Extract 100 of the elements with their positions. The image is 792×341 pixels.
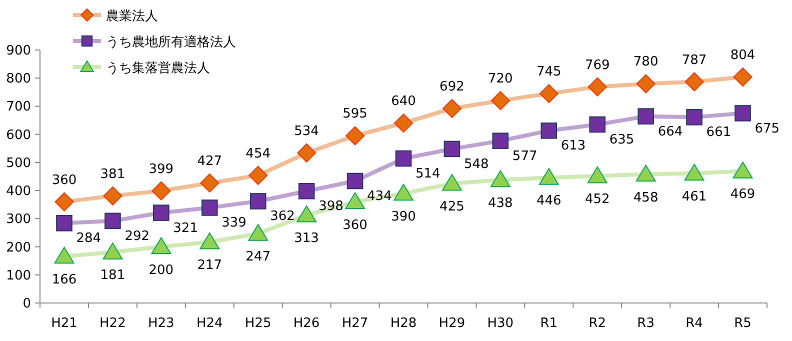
x-tick-label: R2 bbox=[588, 316, 606, 331]
point bbox=[248, 224, 268, 241]
y-tick-label: 500 bbox=[6, 156, 31, 171]
point bbox=[636, 164, 656, 182]
point bbox=[151, 237, 172, 254]
point bbox=[394, 114, 413, 133]
data-label: 200 bbox=[148, 262, 174, 278]
point bbox=[540, 122, 558, 139]
legend-label: うち集落営農法人 bbox=[106, 61, 210, 76]
data-label: 446 bbox=[536, 194, 562, 209]
data-label: 661 bbox=[706, 125, 732, 140]
data-label: 217 bbox=[197, 258, 222, 273]
data-label: 292 bbox=[124, 228, 150, 244]
x-tick-label: H30 bbox=[487, 316, 514, 331]
data-label: 360 bbox=[52, 172, 77, 188]
y-tick-label: 0 bbox=[22, 296, 31, 312]
y-tick-label: 600 bbox=[6, 128, 31, 143]
x-tick-label: H21 bbox=[51, 316, 78, 331]
point bbox=[538, 168, 559, 185]
point bbox=[492, 132, 509, 149]
point bbox=[152, 181, 171, 200]
point bbox=[442, 98, 462, 118]
point bbox=[589, 116, 606, 133]
data-label: 780 bbox=[633, 54, 658, 70]
data-label: 398 bbox=[318, 199, 344, 214]
y-tick-label: 800 bbox=[6, 72, 31, 87]
data-label: 284 bbox=[76, 231, 102, 246]
data-label: 804 bbox=[730, 48, 756, 63]
data-label: 640 bbox=[391, 94, 416, 110]
point bbox=[54, 192, 74, 212]
y-tick-label: 900 bbox=[6, 44, 31, 58]
point bbox=[56, 215, 72, 232]
data-label: 577 bbox=[512, 148, 538, 164]
x-tick-label: H29 bbox=[438, 316, 466, 331]
x-tick-label: H24 bbox=[196, 316, 223, 331]
x-tick-label: H22 bbox=[100, 316, 126, 331]
point bbox=[248, 166, 268, 185]
data-label: 434 bbox=[367, 189, 392, 204]
x-tick-label: R3 bbox=[637, 316, 654, 331]
data-label: 469 bbox=[730, 187, 756, 202]
data-label: 461 bbox=[682, 189, 707, 204]
point bbox=[732, 162, 753, 178]
data-label: 452 bbox=[584, 192, 610, 207]
y-tick-label: 200 bbox=[6, 240, 31, 256]
data-label: 339 bbox=[222, 216, 246, 231]
point bbox=[394, 184, 414, 201]
x-tick-label: H25 bbox=[244, 316, 272, 331]
point bbox=[345, 192, 365, 210]
x-tick-label: R4 bbox=[686, 316, 703, 331]
data-label: 787 bbox=[682, 52, 707, 68]
point bbox=[102, 242, 123, 260]
point bbox=[395, 150, 412, 167]
point bbox=[587, 166, 608, 184]
data-label: 313 bbox=[294, 231, 319, 246]
x-tick-label: H27 bbox=[342, 316, 368, 331]
data-label: 390 bbox=[391, 209, 416, 224]
data-label: 425 bbox=[440, 200, 464, 215]
data-label: 534 bbox=[294, 124, 319, 139]
point bbox=[201, 200, 218, 216]
point bbox=[734, 105, 751, 122]
y-tick-label: 300 bbox=[6, 212, 31, 228]
data-label: 427 bbox=[197, 154, 222, 169]
point bbox=[490, 91, 510, 110]
point bbox=[638, 108, 654, 124]
data-label: 381 bbox=[100, 166, 126, 182]
data-label: 181 bbox=[100, 268, 126, 284]
legend-label: 農業法人 bbox=[106, 9, 158, 24]
x-tick-label: R1 bbox=[540, 316, 558, 331]
data-label: 438 bbox=[488, 196, 513, 211]
point bbox=[636, 74, 656, 94]
point bbox=[684, 164, 704, 181]
data-label: 166 bbox=[52, 272, 77, 288]
data-label: 664 bbox=[658, 124, 683, 140]
point bbox=[444, 140, 460, 158]
point bbox=[346, 126, 365, 146]
legend-label: うち農地所有適格法人 bbox=[106, 34, 236, 50]
data-label: 613 bbox=[560, 138, 586, 154]
data-label: 675 bbox=[754, 121, 780, 136]
data-label: 720 bbox=[488, 72, 513, 87]
point bbox=[686, 109, 702, 126]
data-label: 458 bbox=[633, 190, 658, 206]
point bbox=[442, 174, 462, 191]
point bbox=[733, 67, 752, 86]
point bbox=[588, 77, 607, 96]
data-label: 454 bbox=[246, 146, 271, 162]
point bbox=[346, 172, 364, 190]
point bbox=[250, 193, 266, 210]
data-label: 360 bbox=[342, 218, 368, 233]
data-label: 745 bbox=[536, 64, 562, 80]
point bbox=[103, 186, 122, 206]
point bbox=[298, 182, 315, 200]
data-label: 321 bbox=[173, 220, 198, 236]
y-tick-label: 700 bbox=[6, 100, 31, 115]
point bbox=[684, 72, 704, 92]
y-tick-label: 100 bbox=[6, 268, 31, 284]
point bbox=[296, 206, 317, 222]
data-label: 769 bbox=[584, 58, 610, 73]
point bbox=[104, 212, 121, 230]
point bbox=[490, 170, 510, 188]
data-label: 635 bbox=[609, 132, 634, 148]
